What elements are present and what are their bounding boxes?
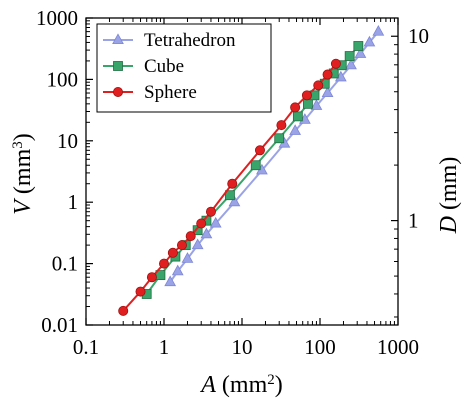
x-axis-title: A (mm2) xyxy=(199,372,283,398)
marker-square xyxy=(225,190,235,201)
marker-circle xyxy=(205,206,216,217)
marker-triangle xyxy=(354,47,367,58)
axis-title-unit: (mm xyxy=(10,148,36,200)
marker-triangle xyxy=(321,86,334,98)
marker-triangle xyxy=(310,99,323,110)
marker-circle xyxy=(196,218,207,229)
marker-circle xyxy=(276,120,287,131)
axis-title-unit: (mm xyxy=(216,372,268,398)
y-tick-label: 1000 xyxy=(36,6,78,30)
marker-square xyxy=(113,61,123,71)
x-tick-label: 100 xyxy=(304,335,336,359)
marker-triangle xyxy=(164,275,177,287)
axis-title-close: ) xyxy=(10,133,36,141)
svg-text:D (mm): D (mm) xyxy=(436,157,462,235)
marker-circle xyxy=(301,90,312,101)
marker-triangle xyxy=(112,33,124,44)
y-tick-label: 1 xyxy=(68,190,79,214)
y2-axis-title: D (mm) xyxy=(436,157,462,235)
marker-circle xyxy=(185,231,196,242)
marker-square xyxy=(303,98,313,109)
marker-circle xyxy=(227,178,238,189)
y-tick-label: 10 xyxy=(57,129,78,153)
svg-text:V (mm3): V (mm3) xyxy=(10,133,36,215)
marker-circle xyxy=(322,69,333,80)
marker-square xyxy=(274,133,285,144)
y2-tick-label: 1 xyxy=(408,209,419,233)
marker-circle xyxy=(330,58,341,69)
marker-square xyxy=(344,51,355,61)
legend-label: Cube xyxy=(144,56,184,77)
series-sphere xyxy=(118,58,341,316)
x-tick-label: 1 xyxy=(159,335,170,359)
marker-square xyxy=(353,41,364,51)
axis-title-symbol: V xyxy=(10,198,36,215)
marker-circle xyxy=(118,305,129,316)
marker-triangle xyxy=(191,238,204,250)
axis-title-superscript: 2 xyxy=(267,372,275,388)
legend-entry-tetrahedron: Tetrahedron xyxy=(103,30,236,51)
legend-box xyxy=(96,23,272,113)
y-tick-label: 100 xyxy=(47,67,79,91)
marker-circle xyxy=(313,80,324,91)
marker-triangle xyxy=(181,252,194,263)
series-layer xyxy=(118,24,385,316)
marker-circle xyxy=(254,145,265,156)
marker-triangle xyxy=(171,264,184,276)
marker-circle xyxy=(135,286,146,297)
y-tick-label: 0.01 xyxy=(41,313,78,337)
axis-title-close: ) xyxy=(275,372,283,398)
marker-square xyxy=(250,160,261,171)
marker-triangle xyxy=(209,216,222,228)
legend: Tetrahedron Cube Sphere xyxy=(96,23,272,113)
marker-circle xyxy=(167,247,178,258)
axis-title-symbol: D xyxy=(436,216,462,234)
legend-entry-cube: Cube xyxy=(103,56,184,77)
axis-title-unit: (mm) xyxy=(436,157,462,216)
series-tetrahedron xyxy=(164,24,385,287)
marker-circle xyxy=(146,272,157,283)
x-tick-label: 10 xyxy=(232,335,253,359)
x-tick-label: 1000 xyxy=(377,335,419,359)
marker-triangle xyxy=(345,58,357,70)
y2-tick-label: 10 xyxy=(408,24,429,48)
marker-triangle xyxy=(200,227,213,239)
y-axis-title: V (mm3) xyxy=(10,133,36,215)
marker-triangle xyxy=(289,124,302,135)
legend-label: Sphere xyxy=(144,82,197,103)
legend-label: Tetrahedron xyxy=(144,30,236,51)
y-tick-label: 0.1 xyxy=(52,252,78,276)
marker-circle xyxy=(158,258,169,269)
x-tick-label: 0.1 xyxy=(73,335,99,359)
marker-circle xyxy=(113,87,124,98)
marker-square xyxy=(292,111,303,122)
marker-circle xyxy=(176,240,187,251)
marker-triangle xyxy=(363,35,376,47)
marker-triangle xyxy=(228,195,241,207)
axis-title-superscript: 3 xyxy=(10,141,26,149)
marker-triangle xyxy=(372,24,385,36)
axis-title-symbol: A xyxy=(199,372,216,398)
marker-circle xyxy=(290,102,301,113)
legend-entry-sphere: Sphere xyxy=(103,82,197,103)
